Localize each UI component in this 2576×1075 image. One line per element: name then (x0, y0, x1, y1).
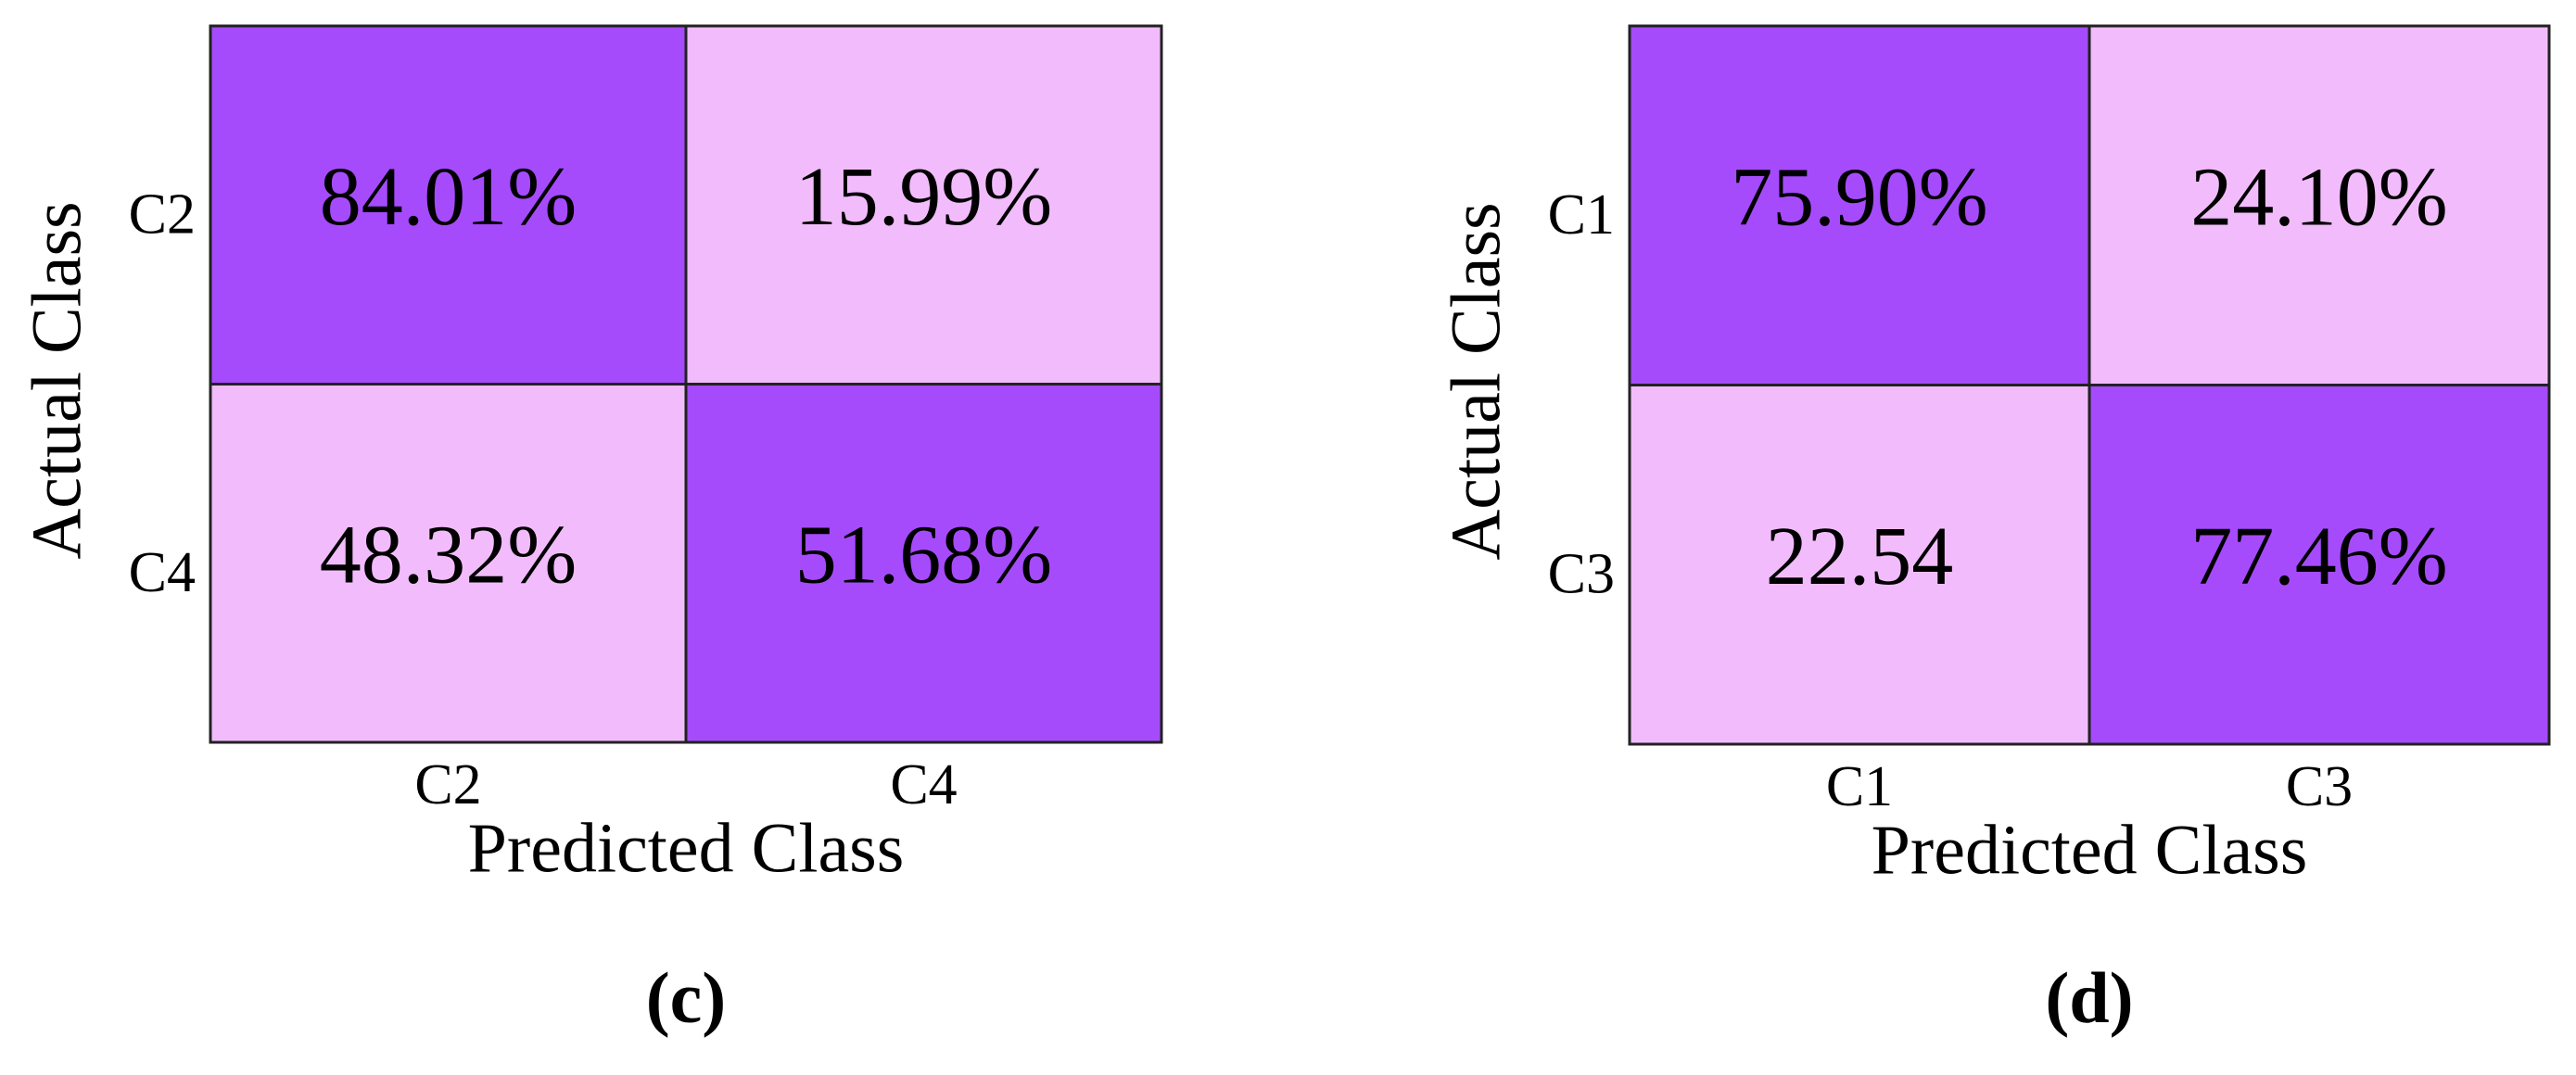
cell-label: 15.99% (795, 151, 1052, 243)
y-tick-label: C2 (129, 183, 196, 246)
y-tick-label: C1 (1548, 183, 1615, 247)
x-tick-label: C2 (414, 753, 481, 816)
y-axis-label: Actual Class (1437, 202, 1515, 560)
heatmap-cell (684, 24, 1163, 386)
caption: (c) (646, 957, 727, 1038)
x-tick-label: C3 (2286, 755, 2353, 818)
heatmap-cell (2087, 384, 2551, 746)
heatmap-cell (209, 383, 688, 744)
x-tick-label: C1 (1826, 755, 1893, 818)
heatmap-cell (209, 24, 688, 386)
cell-label: 24.10% (2190, 151, 2447, 243)
y-tick-label: C4 (129, 541, 196, 604)
plot-frame (1628, 24, 2551, 746)
cell-label: 84.01% (320, 151, 577, 243)
cell-label: 77.46% (2190, 511, 2447, 602)
x-tick-label: C4 (890, 753, 957, 816)
x-axis-label: Predicted Class (1872, 811, 2308, 889)
heatmap-cell (684, 383, 1163, 744)
cell-label: 51.68% (795, 509, 1052, 601)
caption: (d) (2045, 957, 2133, 1038)
cell-label: 48.32% (320, 509, 577, 601)
heatmap-cell (2087, 24, 2551, 386)
plot-frame (209, 24, 1163, 744)
x-axis-label: Predicted Class (468, 809, 905, 887)
y-axis-label: Actual Class (18, 201, 95, 559)
y-tick-label: C3 (1548, 542, 1615, 605)
cell-label: 75.90% (1731, 151, 1987, 243)
cell-label: 22.54 (1766, 511, 1954, 602)
